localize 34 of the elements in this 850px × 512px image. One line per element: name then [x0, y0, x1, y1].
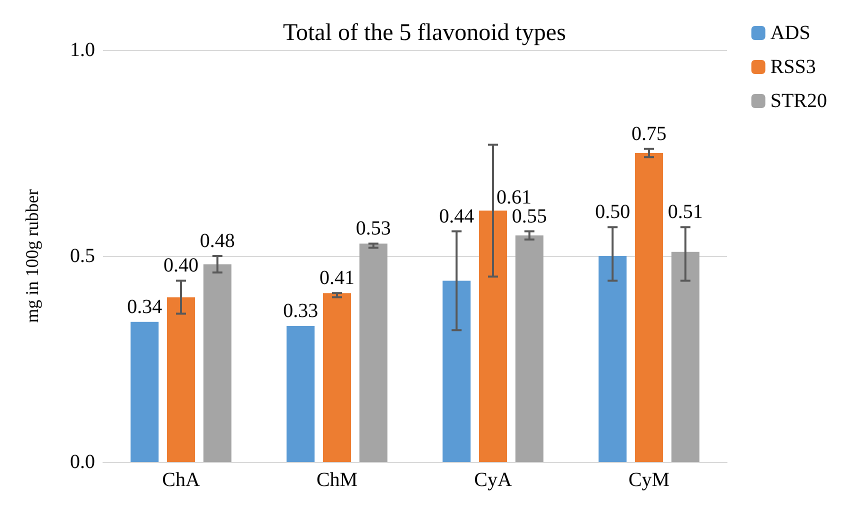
legend-label: STR20 — [770, 90, 828, 112]
y-tick-label: 0.0 — [70, 451, 95, 473]
data-label: 0.40 — [164, 254, 198, 277]
bar — [442, 280, 471, 462]
bar — [130, 322, 159, 462]
bar — [203, 264, 232, 462]
data-label: 0.75 — [632, 122, 666, 145]
bar — [479, 210, 507, 462]
x-tick-label: ChA — [162, 469, 200, 491]
bar — [515, 235, 544, 462]
x-tick-label: ChM — [316, 469, 358, 491]
x-tick-label: CyM — [628, 469, 670, 491]
bar — [167, 297, 195, 462]
data-label: 0.51 — [668, 201, 703, 224]
bar — [286, 326, 315, 462]
x-tick-label: CyA — [474, 469, 512, 491]
data-label: 0.50 — [595, 201, 630, 224]
y-axis-title: mg in 100g rubber — [22, 189, 42, 323]
data-label: 0.53 — [356, 218, 391, 240]
bar — [598, 256, 627, 462]
data-label: 0.41 — [320, 267, 354, 290]
chart-title: Total of the 5 flavonoid types — [283, 20, 566, 46]
legend-label: RSS3 — [770, 56, 816, 78]
data-label: 0.34 — [127, 296, 162, 318]
data-label: 0.44 — [439, 205, 474, 228]
bar — [671, 252, 700, 462]
bar — [359, 244, 388, 462]
bar — [323, 293, 351, 462]
legend-label: ADS — [770, 22, 810, 44]
bar — [635, 153, 663, 462]
data-label: 0.33 — [283, 300, 318, 322]
y-tick-label: 1.0 — [70, 39, 95, 61]
data-label: 0.48 — [200, 230, 235, 252]
y-tick-label: 0.5 — [70, 245, 95, 267]
